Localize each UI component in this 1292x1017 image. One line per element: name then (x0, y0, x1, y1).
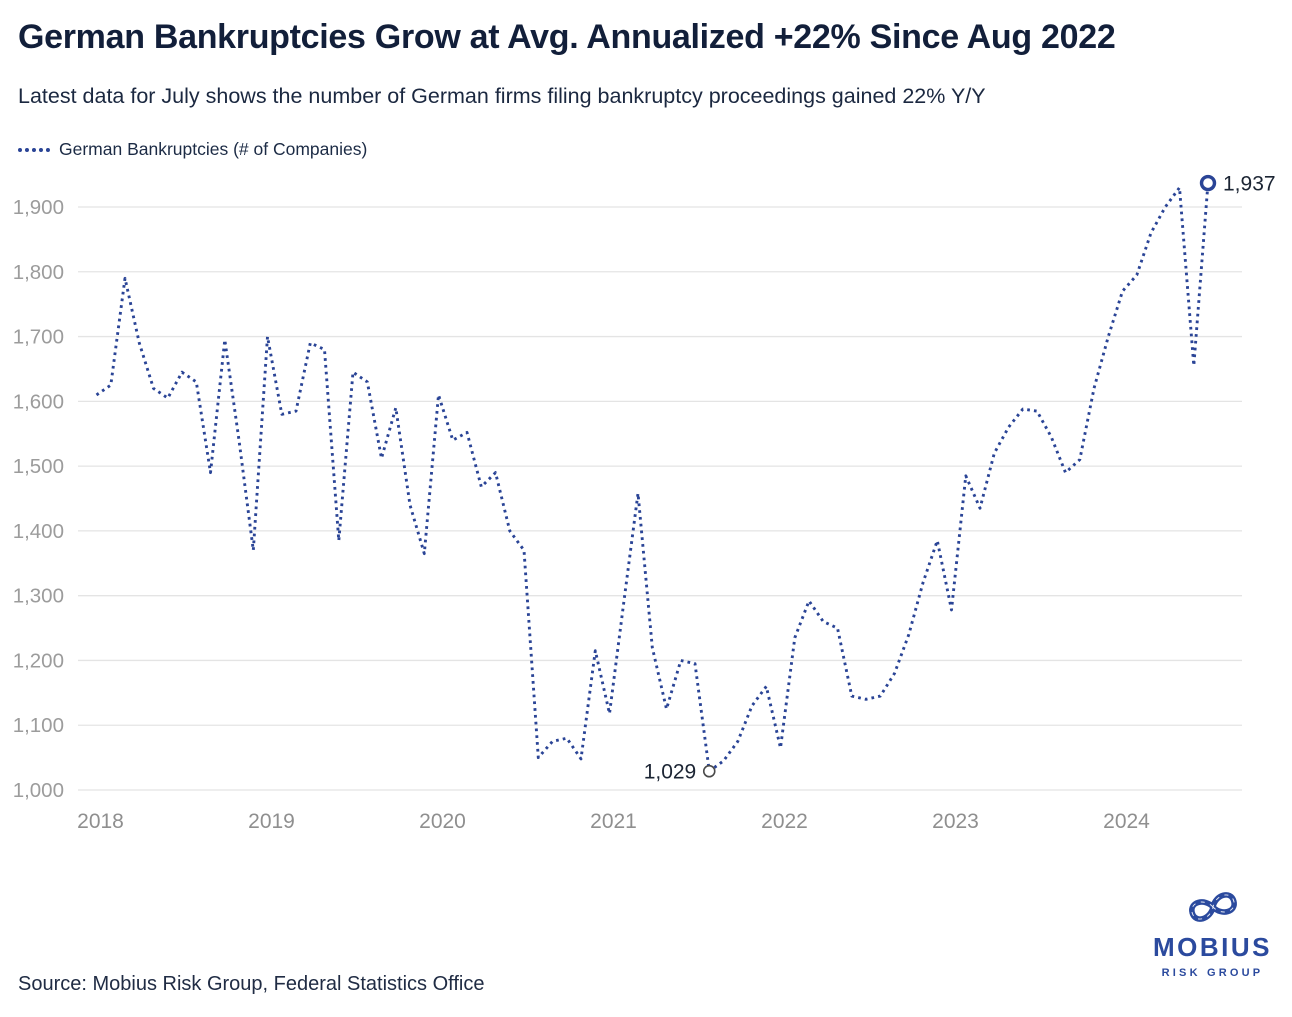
logo-wordmark: MOBIUS (1153, 932, 1272, 962)
x-axis-tick-label: 2018 (77, 810, 124, 833)
page-subtitle: Latest data for July shows the number of… (18, 84, 986, 108)
legend-dotted-line-icon (18, 148, 50, 152)
y-axis-tick-label: 1,800 (13, 261, 64, 284)
page-title: German Bankruptcies Grow at Avg. Annuali… (18, 18, 1116, 56)
data-series-dotted-line (95, 182, 1210, 773)
x-axis-tick-label: 2021 (590, 810, 637, 833)
legend: German Bankruptcies (# of Companies) (18, 138, 367, 160)
source-note: Source: Mobius Risk Group, Federal Stati… (18, 973, 485, 995)
y-axis-tick-label: 1,600 (13, 390, 64, 413)
mobius-logo: MOBIUS RISK GROUP (1145, 884, 1280, 979)
y-axis-tick-label: 1,900 (13, 196, 64, 219)
y-axis-tick-label: 1,500 (13, 455, 64, 478)
y-axis-tick-label: 1,300 (13, 585, 64, 608)
y-axis-tick-label: 1,000 (13, 779, 64, 802)
y-axis-tick-label: 1,100 (13, 714, 64, 737)
logo-subtitle: RISK GROUP (1161, 967, 1264, 979)
x-axis-tick-label: 2020 (419, 810, 466, 833)
y-axis-tick-label: 1,200 (13, 649, 64, 672)
latest-point-marker (1199, 174, 1217, 192)
annotation-value-label: 1,029 (644, 761, 697, 784)
mobius-infinity-icon (1188, 892, 1237, 922)
y-axis-tick-label: 1,700 (13, 326, 64, 349)
x-axis-tick-label: 2024 (1103, 810, 1150, 833)
annotation-value-label: 1,937 (1223, 173, 1276, 196)
min-point-marker (702, 764, 716, 778)
x-axis-tick-label: 2023 (932, 810, 979, 833)
x-axis-tick-label: 2019 (248, 810, 295, 833)
x-axis-tick-label: 2022 (761, 810, 808, 833)
y-axis-tick-label: 1,400 (13, 520, 64, 543)
legend-label: German Bankruptcies (# of Companies) (59, 138, 368, 159)
